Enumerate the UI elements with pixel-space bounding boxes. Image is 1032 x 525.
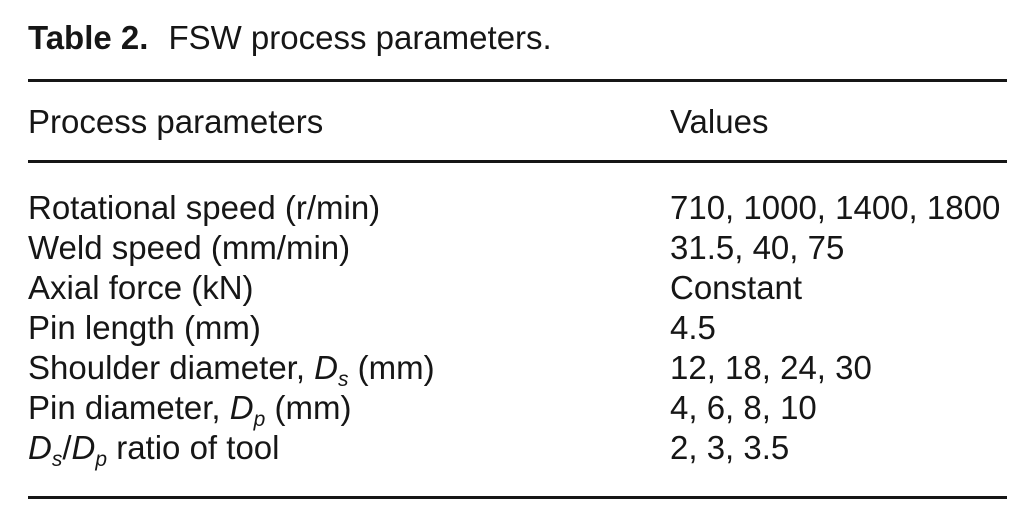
subscript: s [338,368,349,391]
table-row: Shoulder diameter, Ds (mm) 12, 18, 24, 30 [28,348,1007,391]
column-header-values: Values [670,103,769,140]
subscript: p [253,408,266,431]
text-segment: ratio of tool [107,429,280,466]
column-header-parameters: Process parameters [28,103,324,140]
value-cell: 4.5 [670,309,716,346]
text-segment: Shoulder diameter, [28,349,315,386]
param-cell: Pin diameter, Dp (mm) [28,388,351,433]
text-segment: Pin length (mm) [28,309,261,346]
param-cell: Rotational speed (r/min) [28,188,380,228]
table-row: Pin length (mm) 4.5 [28,308,1007,348]
italic-symbol: D [28,429,52,466]
subscript: p [95,448,108,471]
table-row: Pin diameter, Dp (mm) 4, 6, 8, 10 [28,388,1007,431]
value-cell: 2, 3, 3.5 [670,429,790,466]
mid-rule [28,160,1007,163]
bottom-rule [28,496,1007,499]
subscript: s [51,448,63,471]
table-figure: Table 2. FSW process parameters. Process … [28,0,1007,525]
header-row: Process parameters Values [28,102,1007,142]
text-segment: (mm) [265,389,352,426]
value-cell: 710, 1000, 1400, 1800 [670,189,1001,226]
table-row: Weld speed (mm/min) 31.5, 40, 75 [28,228,1007,268]
value-cell: 4, 6, 8, 10 [670,389,817,426]
text-segment: Rotational speed (r/min) [28,189,381,226]
table-row: Axial force (kN) Constant [28,268,1007,308]
table-label: Table 2. [28,19,149,56]
table-caption-text: FSW process parameters. [168,19,552,56]
text-segment: Axial force (kN) [28,269,254,306]
italic-symbol: D [71,429,96,466]
text-segment: Weld speed (mm/min) [28,229,351,266]
table-body: Rotational speed (r/min) 710, 1000, 1400,… [28,188,1007,471]
table-row: Rotational speed (r/min) 710, 1000, 1400,… [28,188,1007,228]
param-cell: Ds/Dp ratio of tool [28,428,279,473]
table-row: Ds/Dp ratio of tool 2, 3, 3.5 [28,428,1007,471]
value-cell: 12, 18, 24, 30 [670,349,872,386]
param-cell: Axial force (kN) [28,268,254,308]
text-segment: (mm) [348,349,435,386]
italic-symbol: D [314,349,339,386]
top-rule [28,79,1007,82]
param-cell: Pin length (mm) [28,308,261,348]
italic-symbol: D [229,389,254,426]
table-caption: Table 2. FSW process parameters. [28,18,552,58]
value-cell: 31.5, 40, 75 [670,229,845,266]
text-segment: / [62,429,72,466]
param-cell: Weld speed (mm/min) [28,228,350,268]
value-cell: Constant [670,269,803,306]
param-cell: Shoulder diameter, Ds (mm) [28,348,435,393]
text-segment: Pin diameter, [28,389,230,426]
